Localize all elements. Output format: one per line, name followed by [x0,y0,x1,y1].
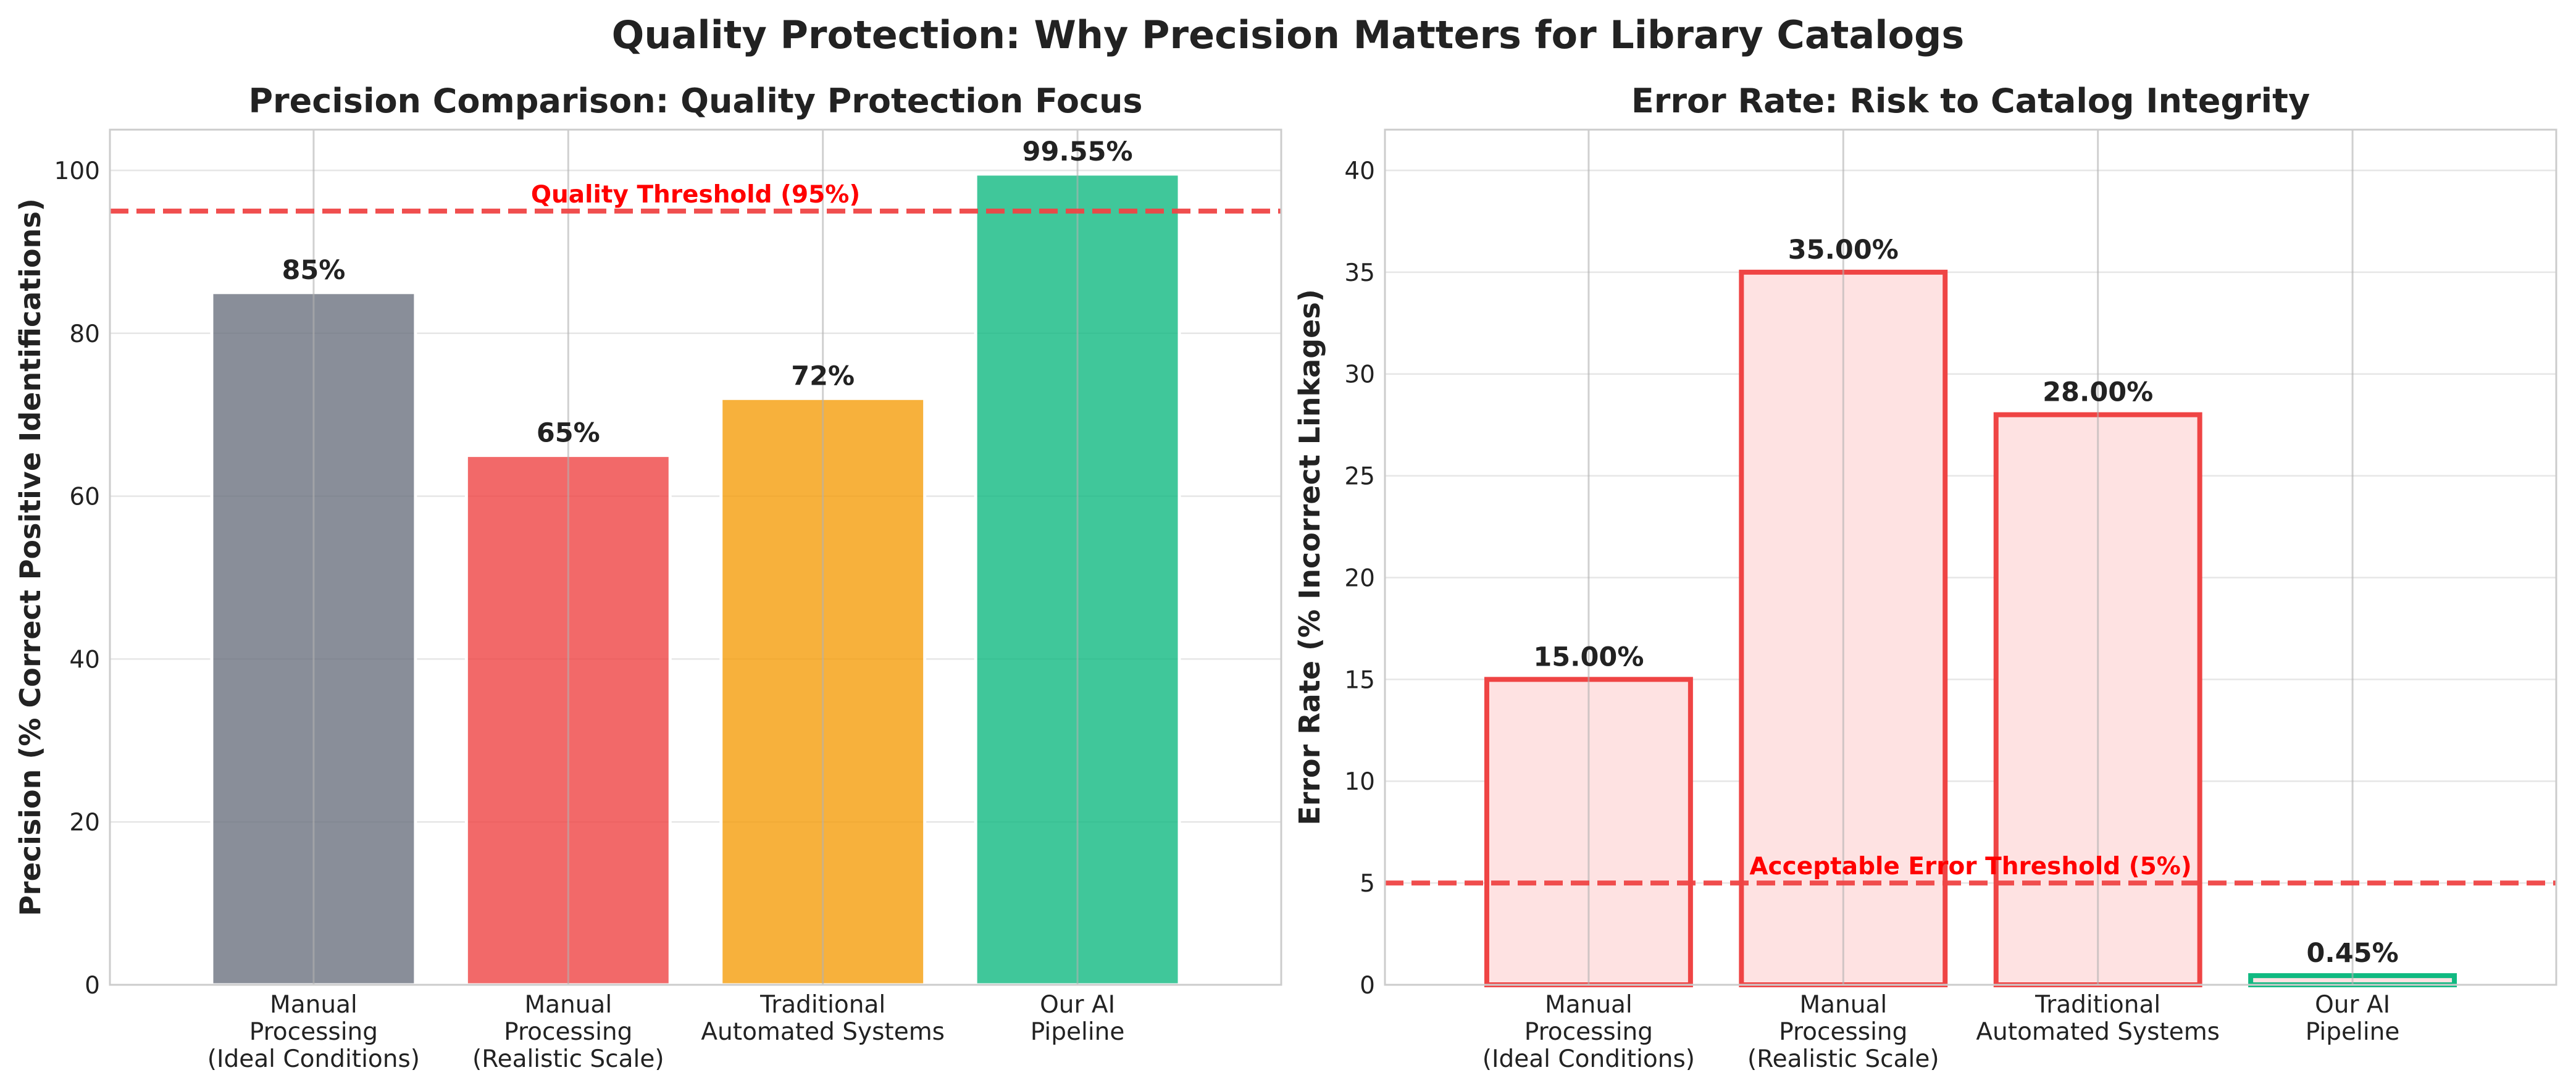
x-tick-label: Manual Processing (Realistic Scale) [472,991,664,1073]
x-tick-label-line: Manual [524,991,612,1019]
threshold-label: Acceptable Error Threshold (5%) [1749,853,2191,880]
x-tick-label-line: Traditional [759,991,885,1019]
y-tick-label: 5 [1360,870,1375,898]
y-tick-label: 40 [1344,157,1375,185]
x-tick-label-line: Automated Systems [701,1018,945,1046]
y-tick-label: 100 [54,157,100,185]
x-tick-label-line: Manual [1545,991,1633,1019]
x-tick-label: Our AI Pipeline [2306,991,2400,1046]
precision-chart: Quality Threshold (95%) 85% 65% 72% 99.55% 0 2… [14,82,1282,1073]
x-tick-label: Traditional Automated Systems [1976,991,2220,1046]
x-tick-label: Manual Processing (Ideal Conditions) [1482,991,1695,1073]
plot-frame [1384,128,2557,986]
plot-frame [109,128,1282,986]
y-tick-label: 20 [1344,564,1375,592]
figure-title: Quality Protection: Why Precision Matter… [612,12,1965,57]
x-tick-label-line: Automated Systems [1976,1018,2220,1046]
y-axis-label: Precision (% Correct Positive Identifica… [14,198,47,916]
chart-title: Error Rate: Risk to Catalog Integrity [1631,82,2310,120]
y-tick-label: 0 [85,972,100,1000]
y-tick-label: 15 [1344,666,1375,694]
x-tick-label-line: Our AI [1040,991,1115,1019]
y-tick-label: 0 [1360,972,1375,1000]
x-tick-label-line: Pipeline [2306,1018,2400,1046]
x-tick-label-line: Pipeline [1031,1018,1125,1046]
x-tick-label-line: Traditional [2034,991,2160,1019]
x-tick-label: Manual Processing (Realistic Scale) [1747,991,1939,1073]
y-tick-label: 60 [69,483,100,511]
y-tick-label: 40 [69,646,100,674]
threshold-label: Quality Threshold (95%) [531,181,860,209]
x-tick-label-line: Processing [249,1018,378,1046]
x-tick-label-line: Processing [1524,1018,1653,1046]
y-tick-label: 30 [1344,361,1375,389]
x-tick-label: Manual Processing (Ideal Conditions) [207,991,420,1073]
x-tick-label: Traditional Automated Systems [701,991,945,1046]
y-tick-label: 80 [69,320,100,348]
x-tick-label-line: (Realistic Scale) [1747,1045,1939,1073]
y-axis-label: Error Rate (% Incorrect Linkages) [1293,289,1326,825]
x-tick-label-line: (Ideal Conditions) [1482,1045,1695,1073]
bar-value-label: 28.00% [2043,377,2153,408]
x-tick-label-line: Processing [1779,1018,1907,1046]
y-tick-label: 35 [1344,259,1375,287]
error-rate-chart: Acceptable Error Threshold (5%) 15.00% 35.… [1293,82,2557,1073]
x-tick-label-line: Processing [504,1018,632,1046]
bar-value-label: 0.45% [2306,938,2398,969]
bar-value-label: 65% [537,418,600,449]
chart-title: Precision Comparison: Quality Protection… [248,82,1142,120]
bar-value-label: 35.00% [1788,235,1899,265]
bar-value-label: 15.00% [1533,642,1644,672]
y-tick-label: 10 [1344,768,1375,796]
bar-value-label: 72% [791,361,855,391]
x-tick-label-line: (Ideal Conditions) [207,1045,420,1073]
y-tick-label: 25 [1344,463,1375,491]
x-tick-label: Our AI Pipeline [1031,991,1125,1046]
bar-value-label: 99.55% [1022,136,1133,167]
x-tick-label-line: Manual [1799,991,1887,1019]
x-tick-label-line: Our AI [2315,991,2390,1019]
bar-value-label: 85% [282,255,345,286]
x-tick-label-line: (Realistic Scale) [472,1045,664,1073]
x-tick-label-line: Manual [270,991,358,1019]
y-tick-label: 20 [69,809,100,837]
